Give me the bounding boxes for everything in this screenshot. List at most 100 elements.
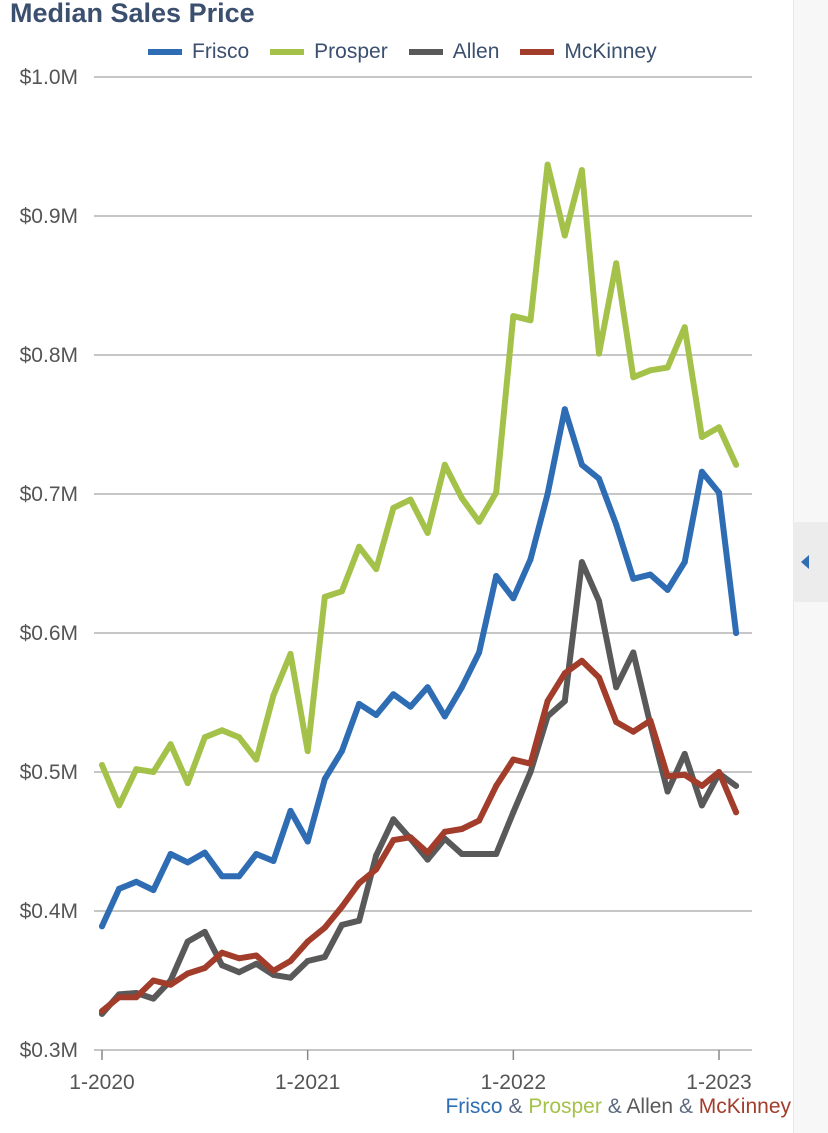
data-point-frisco (99, 923, 105, 930)
data-point-mckinney (270, 967, 277, 974)
data-point-allen (373, 852, 380, 859)
data-point-prosper (133, 766, 140, 773)
data-point-frisco (338, 748, 345, 755)
data-point-frisco (544, 491, 551, 497)
data-point-mckinney (561, 670, 568, 677)
data-point-mckinney (373, 866, 380, 873)
data-point-mckinney (424, 849, 431, 856)
data-point-frisco (184, 859, 191, 866)
legend-item-frisco[interactable]: Frisco (148, 40, 249, 64)
y-tick-label: $0.7M (20, 483, 78, 506)
legend-item-prosper[interactable]: Prosper (270, 40, 388, 64)
data-point-mckinney (184, 970, 191, 977)
data-point-mckinney (578, 657, 585, 664)
data-point-frisco (236, 873, 243, 880)
data-point-frisco (287, 807, 294, 814)
data-point-prosper (167, 741, 174, 748)
footer-series-prosper: Prosper (528, 1095, 602, 1118)
data-point-mckinney (219, 949, 225, 956)
data-point-frisco (424, 684, 431, 691)
data-point-allen (527, 769, 534, 775)
x-tick-label: 1-2021 (275, 1071, 340, 1094)
data-point-allen (424, 856, 431, 863)
data-point-allen (561, 698, 568, 705)
series-line-allen (99, 559, 740, 1017)
data-point-frisco (716, 489, 722, 496)
data-point-mckinney (201, 965, 208, 971)
data-point-prosper (493, 489, 500, 496)
data-point-mckinney (253, 952, 260, 959)
data-point-mckinney (493, 782, 500, 789)
data-point-allen (681, 750, 688, 757)
y-tick-label: $0.4M (20, 900, 78, 923)
data-point-prosper (390, 504, 397, 511)
data-point-frisco (613, 521, 620, 528)
data-point-mckinney (304, 938, 311, 945)
data-point-mckinney (510, 756, 517, 763)
data-point-mckinney (630, 728, 637, 735)
data-point-prosper (698, 434, 705, 440)
chart-footer: Frisco & Prosper & Allen & McKinney (445, 1095, 791, 1119)
data-point-mckinney (664, 773, 671, 780)
data-point-allen (510, 809, 517, 816)
legend-label-frisco: Frisco (192, 40, 250, 63)
series-line-frisco (99, 406, 740, 930)
chart-title: Median Sales Price (10, 0, 255, 28)
y-tick-label: $0.9M (20, 205, 78, 228)
data-point-frisco (733, 630, 740, 636)
data-point-frisco (596, 475, 602, 482)
data-point-frisco (133, 878, 140, 885)
data-point-mckinney (647, 717, 654, 724)
data-point-mckinney (167, 981, 174, 988)
data-point-prosper (321, 593, 328, 600)
data-point-frisco (407, 703, 414, 710)
data-point-prosper (613, 260, 620, 267)
data-point-mckinney (236, 955, 243, 962)
chevron-left-icon (801, 555, 809, 569)
data-point-allen (578, 559, 585, 566)
line-chart: $0.3M $0.4M $0.5M $0.6M $0.7M $0.8M $0.9M $1.0M… (20, 66, 752, 1094)
data-point-allen (338, 921, 345, 928)
y-tick-label: $0.6M (20, 622, 78, 645)
data-point-prosper (476, 518, 483, 525)
data-point-mckinney (544, 698, 551, 705)
data-point-mckinney (716, 769, 722, 775)
legend-swatch-allen (408, 49, 443, 55)
data-point-allen (150, 995, 157, 1002)
y-tick-label: $0.3M (20, 1039, 78, 1062)
data-point-mckinney (476, 817, 483, 824)
data-point-mckinney (681, 771, 688, 778)
data-point-allen (476, 851, 483, 857)
footer-separator: & (678, 1095, 693, 1118)
data-point-frisco (304, 838, 311, 845)
data-point-prosper (236, 734, 243, 741)
footer-series-frisco: Frisco (445, 1095, 503, 1118)
data-point-prosper (253, 756, 260, 763)
data-point-prosper (287, 650, 294, 657)
data-point-frisco (390, 691, 397, 698)
panel-toggle-button[interactable] (793, 522, 828, 602)
data-point-frisco (321, 776, 328, 782)
footer-separator: & (607, 1095, 622, 1118)
data-point-mckinney (407, 834, 414, 841)
data-point-prosper (630, 374, 637, 381)
data-point-prosper (733, 461, 740, 468)
data-point-mckinney (116, 994, 123, 1001)
data-point-prosper (99, 762, 105, 768)
data-point-prosper (544, 161, 551, 168)
legend-item-allen[interactable]: Allen (408, 40, 499, 64)
data-point-prosper (578, 167, 585, 174)
data-point-mckinney (458, 826, 465, 832)
legend-item-mckinney[interactable]: McKinney (520, 40, 657, 64)
data-point-prosper (681, 324, 688, 331)
data-point-frisco (150, 887, 157, 894)
data-point-allen (219, 962, 225, 969)
data-point-frisco (664, 586, 671, 593)
data-point-mckinney (733, 809, 740, 816)
data-point-frisco (253, 851, 260, 857)
data-point-allen (304, 958, 311, 964)
series-line-prosper (99, 161, 740, 809)
data-point-mckinney (596, 674, 602, 681)
data-point-allen (733, 782, 740, 789)
data-point-prosper (510, 313, 517, 320)
